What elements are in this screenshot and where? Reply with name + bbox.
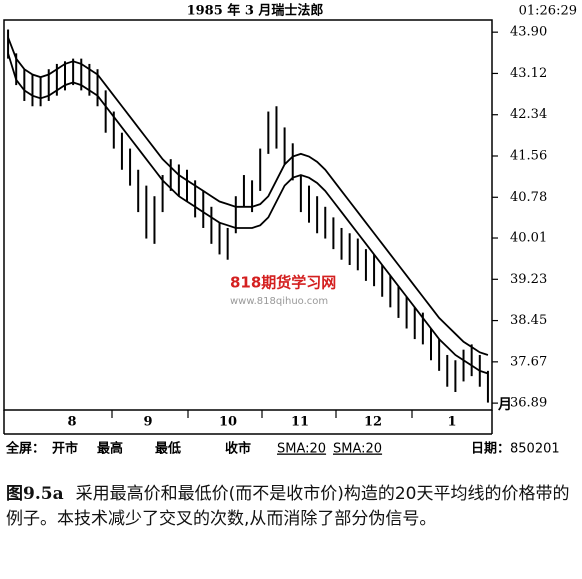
- watermark: 818期货学习网: [230, 274, 336, 292]
- caption: 图9.5a 采用最高价和最低价(而不是收市价)构造的20天平均线的价格带的例子。本…: [6, 482, 574, 532]
- x-tick-label: 12: [364, 415, 382, 430]
- x-tick-label: 10: [219, 415, 237, 430]
- y-tick-label: 37.67: [510, 354, 547, 369]
- x-tick-label: 9: [143, 415, 152, 430]
- status-sma: SMA:20: [277, 442, 326, 457]
- chart: 1985 年 3 月瑞士法郎 01:26:29 818期货学习网 www.818…: [3, 3, 577, 457]
- y-tick-label: 42.34: [510, 107, 547, 122]
- x-tick-label: 8: [67, 415, 76, 430]
- x-tick-label: 1: [447, 415, 456, 430]
- x-unit: 月: [497, 397, 512, 413]
- clock: 01:26:29: [519, 4, 577, 19]
- caption-label: 图9.5a: [6, 484, 64, 504]
- status-date: 850201: [510, 442, 560, 457]
- status-label: 日期：: [471, 442, 510, 457]
- caption-text: 采用最高价和最低价(而不是收市价)构造的20天平均线的价格带的例子。本技术减少了…: [6, 484, 570, 529]
- sma-line: [7, 37, 489, 356]
- status-label: 最低: [155, 441, 181, 457]
- y-tick-label: 38.45: [510, 313, 547, 328]
- status-label: 全屏：: [5, 441, 45, 457]
- status-sma: SMA:20: [333, 442, 382, 457]
- y-tick-label: 39.23: [510, 272, 547, 287]
- y-tick-label: 43.12: [510, 66, 547, 81]
- y-tick-label: 40.01: [510, 231, 547, 246]
- status-label: 最高: [97, 441, 123, 457]
- watermark-url: www.818qihuo.com: [230, 296, 328, 307]
- status-label: 收市: [225, 441, 251, 457]
- y-tick-label: 43.90: [510, 25, 547, 40]
- sma-line: [7, 53, 489, 375]
- status-label: 开市: [52, 441, 78, 457]
- y-tick-label: 40.78: [510, 190, 547, 205]
- y-tick-label: 41.56: [510, 148, 547, 163]
- chart-title: 1985 年 3 月瑞士法郎: [187, 3, 324, 19]
- plot-frame: [3, 19, 493, 411]
- y-tick-label: 36.89: [510, 396, 547, 411]
- x-tick-label: 11: [291, 415, 309, 430]
